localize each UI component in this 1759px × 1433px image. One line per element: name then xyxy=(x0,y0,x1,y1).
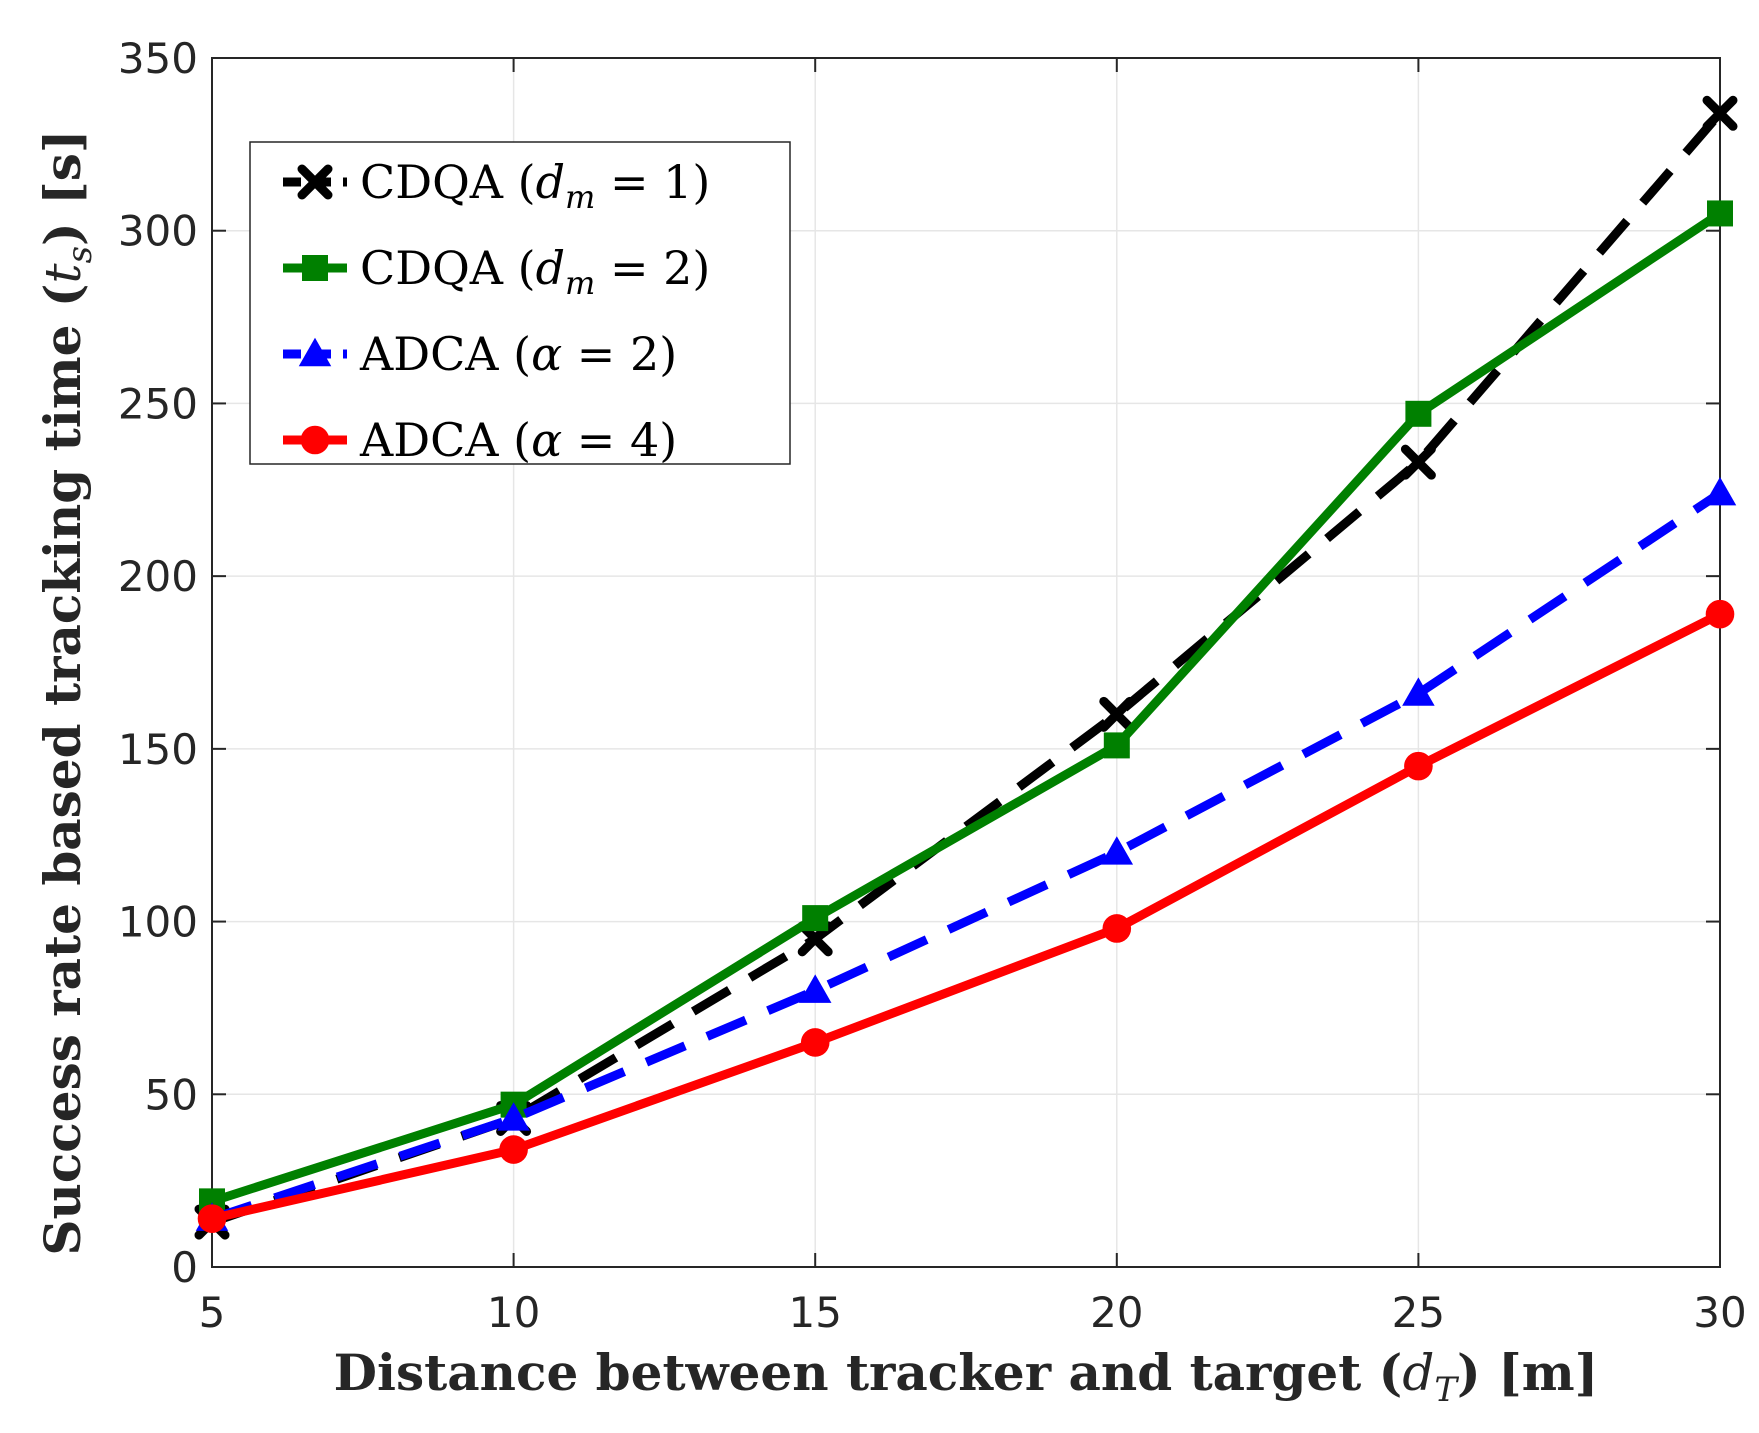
data-point xyxy=(1102,914,1132,943)
data-point xyxy=(800,1028,830,1057)
series-line xyxy=(210,489,1723,1223)
y-axis-title: Success rate based tracking time (ts) [s… xyxy=(33,129,100,1255)
y-tick-label: 0 xyxy=(171,1243,198,1292)
triangle-marker xyxy=(298,337,332,367)
circle-marker xyxy=(1705,599,1735,629)
square-marker xyxy=(1707,200,1733,227)
square-marker xyxy=(1103,732,1130,759)
x-marker-stroke xyxy=(1099,696,1135,732)
legend-label: CDQA (dm = 2) xyxy=(360,241,710,302)
axis-title-text: Success rate based tracking time ( xyxy=(33,283,92,1255)
y-tick-label: 100 xyxy=(118,898,198,947)
axis-title-sub: s xyxy=(60,246,100,263)
triangle-marker xyxy=(1402,677,1435,706)
axis-title-text: Distance between tracker and target ( xyxy=(334,1343,1403,1402)
legend-label-text: CDQA ( xyxy=(360,241,536,295)
axis-title-sub: T xyxy=(1434,1370,1459,1410)
x-marker-stroke xyxy=(1702,95,1738,131)
circle-marker xyxy=(300,425,330,455)
legend-label-var: α xyxy=(531,413,562,467)
legend-entry: ADCA (α = 4) xyxy=(283,413,677,467)
data-point xyxy=(798,974,832,1003)
legend-label-sub: m xyxy=(565,264,595,302)
legend-entry: CDQA (dm = 2) xyxy=(283,241,710,302)
circle-marker xyxy=(197,1204,227,1233)
axis-title-text: ) [s] xyxy=(33,129,92,246)
legend-label-sub: m xyxy=(565,178,595,216)
x-marker-stroke xyxy=(1400,444,1436,480)
legend-label-var: d xyxy=(536,155,565,209)
data-point xyxy=(1702,95,1738,131)
legend-label: ADCA (α = 4) xyxy=(359,413,677,467)
data-point xyxy=(1103,732,1130,759)
legend-label-text: ADCA ( xyxy=(359,413,531,467)
circle-marker xyxy=(800,1028,830,1057)
axis-title-var: d xyxy=(1402,1344,1434,1402)
triangle-marker xyxy=(1100,836,1134,865)
series-3 xyxy=(195,476,1737,1231)
data-point xyxy=(1707,200,1733,227)
data-point xyxy=(197,1204,227,1233)
series-line xyxy=(210,610,1723,1224)
legend-label-text: = 2) xyxy=(562,327,677,381)
x-tick-label: 10 xyxy=(487,1288,540,1337)
data-series xyxy=(194,95,1738,1240)
legend-entry: CDQA (dm = 1) xyxy=(283,155,710,216)
x-tick-label: 25 xyxy=(1392,1288,1445,1337)
data-point xyxy=(1405,400,1432,427)
y-tick-label: 250 xyxy=(118,379,198,428)
legend-label-var: d xyxy=(536,241,565,295)
series-line xyxy=(210,209,1723,1206)
circle-marker xyxy=(499,1135,528,1164)
circle-marker xyxy=(1404,751,1433,781)
y-tick-label: 300 xyxy=(118,207,198,256)
data-point xyxy=(1705,599,1735,629)
legend-label-text: ADCA ( xyxy=(359,327,531,381)
axis-title-text: ) [m] xyxy=(1457,1343,1598,1402)
data-point xyxy=(1100,836,1134,865)
legend: CDQA (dm = 1)CDQA (dm = 2)ADCA (α = 2)AD… xyxy=(249,141,791,467)
triangle-marker xyxy=(798,974,832,1003)
x-marker-stroke xyxy=(297,164,333,200)
y-tick-label: 200 xyxy=(118,552,198,601)
axis-title-var: t xyxy=(34,262,92,283)
legend-label-text: = 2) xyxy=(595,241,710,295)
square-marker xyxy=(1405,400,1432,427)
circle-marker xyxy=(1102,914,1132,943)
legend-label-text: = 4) xyxy=(562,413,677,467)
x-tick-label: 15 xyxy=(788,1288,841,1337)
data-point xyxy=(1703,476,1737,506)
triangle-marker xyxy=(1703,476,1737,506)
series-4 xyxy=(197,599,1735,1233)
x-tick-label: 30 xyxy=(1693,1288,1746,1337)
square-marker xyxy=(802,905,829,932)
data-point xyxy=(802,905,829,932)
plot-area-frame xyxy=(211,57,1721,1268)
legend-label: CDQA (dm = 1) xyxy=(360,155,710,216)
legend-box xyxy=(249,141,791,465)
y-tick-label: 350 xyxy=(118,34,198,83)
x-tick-label: 20 xyxy=(1090,1288,1143,1337)
y-tick-label: 50 xyxy=(145,1070,198,1119)
legend-label-var: α xyxy=(531,327,562,381)
data-point xyxy=(497,1102,530,1131)
data-point xyxy=(1402,677,1435,706)
data-point xyxy=(499,1135,528,1164)
legend-label-text: = 1) xyxy=(595,155,710,209)
data-point xyxy=(1099,696,1135,732)
x-tick-label: 5 xyxy=(199,1288,226,1337)
y-tick-label: 150 xyxy=(118,725,198,774)
data-point xyxy=(1400,444,1436,480)
square-marker xyxy=(302,255,328,281)
x-axis-title: Distance between tracker and target (dT)… xyxy=(334,1343,1599,1410)
data-point xyxy=(1404,751,1433,781)
legend-entry: ADCA (α = 2) xyxy=(283,327,677,381)
triangle-marker xyxy=(497,1102,530,1131)
legend-label: ADCA (α = 2) xyxy=(359,327,677,381)
legend-label-text: CDQA ( xyxy=(360,155,536,209)
